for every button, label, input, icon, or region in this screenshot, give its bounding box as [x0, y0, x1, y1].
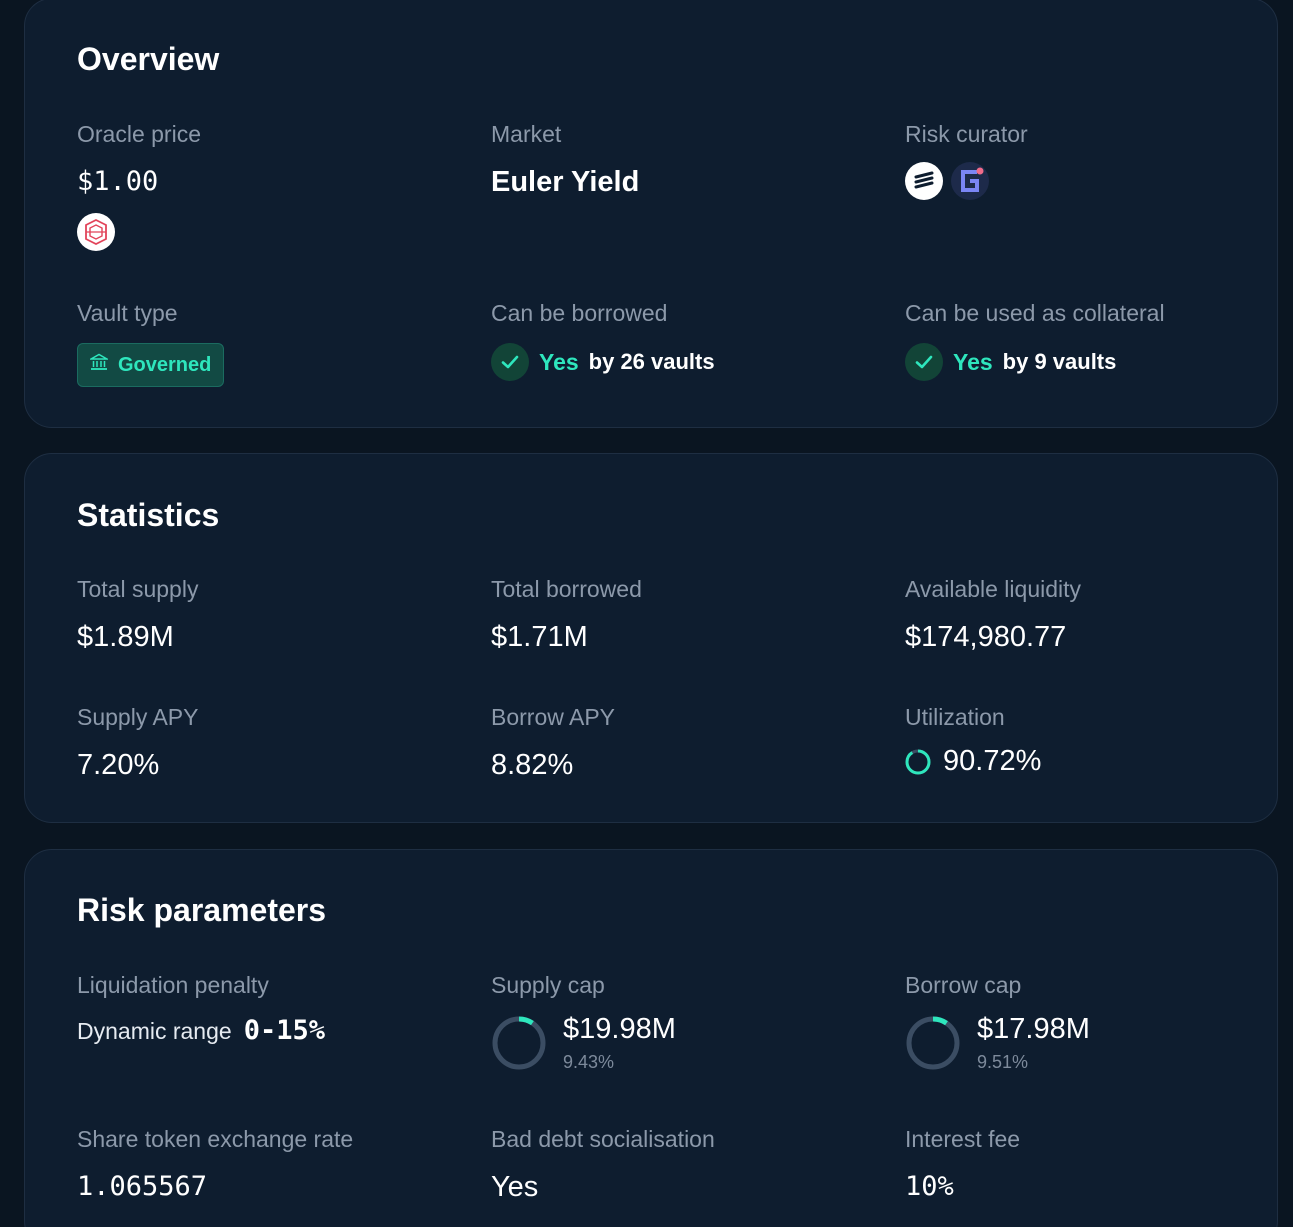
oracle-price-value: $1.00	[77, 166, 159, 197]
supply-cap-percent: 9.43%	[563, 1052, 615, 1072]
interest-fee-value: 10%	[905, 1171, 954, 1202]
can-be-borrowed-label: Can be borrowed	[491, 300, 668, 326]
supply-cap: Supply cap $19.98M 9.43%	[491, 974, 676, 1073]
can-be-borrowed-status[interactable]: Yes by 26 vaults	[491, 343, 715, 381]
check-icon	[905, 343, 943, 381]
bad-debt: Bad debt socialisation Yes	[491, 1128, 715, 1202]
bad-debt-value: Yes	[491, 1171, 539, 1203]
oracle-price: Oracle price $1.00	[77, 123, 201, 252]
total-supply: Total supply $1.89M	[77, 578, 198, 652]
total-supply-label: Total supply	[77, 576, 199, 602]
borrow-cap: Borrow cap $17.98M 9.51%	[905, 974, 1090, 1073]
risk-curator-label: Risk curator	[905, 121, 1028, 147]
liquidation-penalty: Liquidation penalty Dynamic range 0-15%	[77, 974, 325, 1045]
borrow-cap-value: $17.98M	[977, 1013, 1090, 1045]
risk-parameters-card: Risk parameters Liquidation penalty Dyna…	[24, 849, 1278, 1227]
available-liquidity-value: $174,980.77	[905, 621, 1067, 653]
can-be-borrowed-yes: Yes	[539, 348, 579, 375]
interest-fee-label: Interest fee	[905, 1126, 1021, 1152]
interest-fee: Interest fee 10%	[905, 1126, 1021, 1202]
can-be-borrowed-detail: by 26 vaults	[588, 349, 715, 374]
oracle-provider-icon[interactable]	[77, 213, 115, 251]
market: Market Euler Yield	[491, 123, 639, 197]
statistics-title: Statistics	[77, 497, 220, 533]
collateral-status[interactable]: Yes by 9 vaults	[905, 343, 1165, 381]
overview-title: Overview	[77, 41, 220, 77]
oracle-price-label: Oracle price	[77, 121, 201, 147]
total-supply-value: $1.89M	[77, 621, 174, 653]
overview-card: Overview Oracle price $1.00 Market Euler…	[24, 0, 1278, 428]
curator-g-logo-icon[interactable]	[951, 162, 989, 200]
supply-cap-value: $19.98M	[563, 1013, 676, 1045]
risk-parameters-title: Risk parameters	[77, 892, 327, 928]
borrow-cap-ring	[906, 1016, 960, 1070]
vault-type-badge-label: Governed	[118, 353, 212, 376]
borrow-cap-label: Borrow cap	[905, 972, 1022, 998]
bad-debt-label: Bad debt socialisation	[491, 1126, 715, 1152]
exchange-rate: Share token exchange rate 1.065567	[77, 1126, 354, 1202]
total-borrowed-label: Total borrowed	[491, 576, 642, 602]
supply-cap-ring	[492, 1016, 546, 1070]
liquidation-penalty-value: 0-15%	[243, 1015, 325, 1046]
supply-apy-label: Supply APY	[77, 704, 199, 730]
market-value[interactable]: Euler Yield	[491, 166, 640, 198]
can-be-borrowed: Can be borrowed Yes by 26 vaults	[491, 302, 715, 381]
curator-logo-icon[interactable]	[905, 162, 943, 200]
check-icon	[491, 343, 529, 381]
bank-icon	[88, 353, 110, 377]
market-label: Market	[491, 121, 562, 147]
utilization-value: 90.72%	[943, 745, 1042, 777]
borrow-apy: Borrow APY 8.82%	[491, 706, 615, 780]
utilization-label: Utilization	[905, 704, 1005, 730]
risk-curator: Risk curator	[905, 123, 1028, 200]
supply-apy: Supply APY 7.20%	[77, 706, 198, 780]
utilization-ring	[905, 749, 931, 774]
borrow-apy-value[interactable]: 8.82%	[491, 749, 574, 781]
vault-type-label: Vault type	[77, 300, 178, 326]
exchange-rate-label: Share token exchange rate	[77, 1126, 354, 1152]
collateral-label: Can be used as collateral	[905, 300, 1165, 326]
liquidation-penalty-label: Liquidation penalty	[77, 972, 269, 998]
collateral: Can be used as collateral Yes by 9 vault…	[905, 302, 1165, 381]
borrow-apy-label: Borrow APY	[491, 704, 615, 730]
dynamic-range-label: Dynamic range	[77, 1018, 232, 1044]
collateral-detail: by 9 vaults	[1002, 349, 1117, 374]
statistics-card: Statistics Total supply $1.89M Total bor…	[24, 453, 1278, 823]
total-borrowed-value: $1.71M	[491, 621, 588, 653]
collateral-yes: Yes	[953, 348, 993, 375]
available-liquidity: Available liquidity $174,980.77	[905, 578, 1081, 652]
utilization: Utilization 90.72%	[905, 706, 1041, 776]
exchange-rate-value: 1.065567	[77, 1171, 208, 1202]
available-liquidity-label: Available liquidity	[905, 576, 1082, 602]
vault-type-badge[interactable]: Governed	[77, 343, 225, 387]
supply-cap-label: Supply cap	[491, 972, 605, 998]
vault-type: Vault type Governed	[77, 300, 225, 387]
supply-apy-value[interactable]: 7.20%	[77, 749, 160, 781]
total-borrowed: Total borrowed $1.71M	[491, 578, 642, 652]
borrow-cap-percent: 9.51%	[977, 1052, 1029, 1072]
